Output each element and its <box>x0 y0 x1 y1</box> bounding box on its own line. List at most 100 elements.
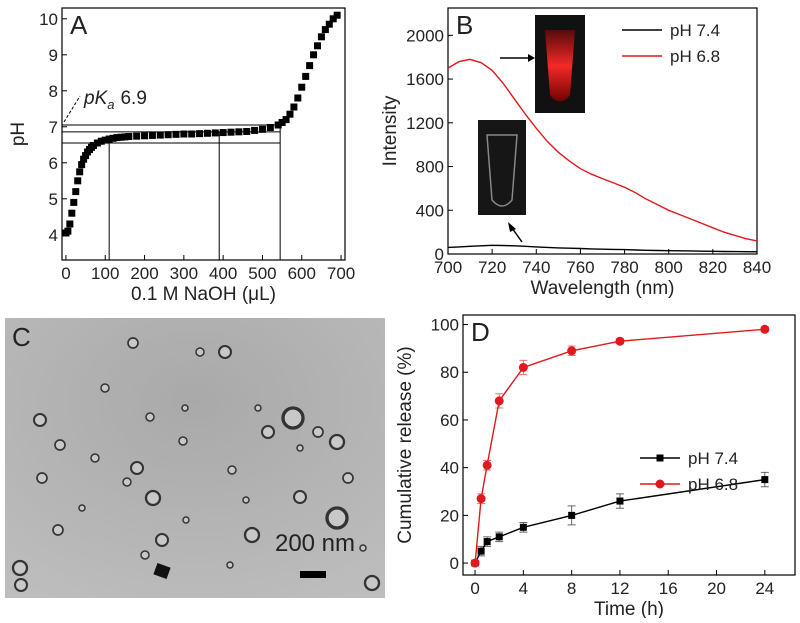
point <box>141 132 149 140</box>
series-line <box>474 328 765 564</box>
particle <box>195 347 205 357</box>
particle <box>155 533 169 547</box>
point <box>310 51 318 59</box>
point <box>286 110 294 118</box>
series-line <box>447 58 758 242</box>
point <box>133 132 141 140</box>
point <box>306 62 314 70</box>
point <box>109 134 117 142</box>
point <box>333 11 341 19</box>
point <box>203 129 211 137</box>
y-axis-label: Intensity <box>380 95 401 166</box>
point <box>70 198 78 206</box>
y-tick-label: 2000 <box>406 26 444 45</box>
x-tick-label: 200 <box>130 264 158 283</box>
panel-label: D <box>471 317 490 347</box>
particle <box>182 516 190 524</box>
particle <box>293 490 307 504</box>
point <box>483 538 491 546</box>
point <box>615 336 625 346</box>
x-tick-label: 100 <box>91 264 119 283</box>
point <box>156 131 164 139</box>
point <box>266 124 274 132</box>
x-tick-label: 4 <box>519 579 528 598</box>
point <box>329 15 337 23</box>
legend-marker <box>656 454 664 462</box>
x-axis-label: Time (h) <box>594 599 664 618</box>
point <box>494 396 504 406</box>
x-tick-label: 24 <box>755 579 774 598</box>
point <box>227 128 235 136</box>
point <box>172 130 180 138</box>
point <box>74 177 82 185</box>
particle <box>54 439 66 451</box>
x-tick-label: 600 <box>288 264 316 283</box>
point <box>66 220 74 228</box>
particle <box>127 337 139 349</box>
x-tick-label: 0 <box>61 264 70 283</box>
point <box>567 346 577 356</box>
point <box>568 511 576 519</box>
tem-background <box>5 318 385 598</box>
point <box>476 494 486 504</box>
y-tick-label: 0 <box>450 554 459 573</box>
inset-photo <box>478 15 585 243</box>
point <box>164 131 172 139</box>
legend-label: pH 7.4 <box>670 21 720 40</box>
legend-label: pH 6.8 <box>670 47 720 66</box>
point <box>760 324 770 334</box>
particle <box>261 425 275 439</box>
particle <box>33 413 47 427</box>
point <box>761 476 769 484</box>
particle <box>14 578 28 592</box>
x-axis-label: Wavelength (nm) <box>531 278 675 299</box>
y-tick-label: 7 <box>49 118 58 137</box>
point <box>72 188 80 196</box>
particle <box>181 404 189 412</box>
y-tick-label: 1200 <box>406 114 444 133</box>
particle <box>78 504 86 512</box>
particle <box>243 526 261 544</box>
particle <box>218 345 232 359</box>
particle <box>36 472 48 484</box>
y-tick-label: 0 <box>435 245 444 264</box>
x-tick-label: 720 <box>478 258 506 277</box>
particle <box>328 433 346 451</box>
x-axis-label: 0.1 M NaOH (μL) <box>131 284 276 305</box>
point <box>121 133 129 141</box>
particle <box>11 559 29 577</box>
series-line <box>447 244 758 253</box>
panel-label: C <box>12 322 31 352</box>
point <box>470 558 480 568</box>
y-axis-label: pH <box>8 122 29 146</box>
point <box>148 131 156 139</box>
point <box>282 116 290 124</box>
particle <box>140 550 150 560</box>
point <box>211 129 219 137</box>
point <box>274 121 282 129</box>
y-tick-label: 4 <box>49 226 58 245</box>
tem-image <box>5 318 385 598</box>
particle <box>145 412 155 422</box>
point <box>219 129 227 137</box>
particle <box>312 426 324 438</box>
y-tick-label: 10 <box>39 10 58 29</box>
point <box>251 126 259 134</box>
particle <box>100 383 110 393</box>
point <box>105 135 113 143</box>
x-tick-label: 400 <box>209 264 237 283</box>
panel-label: B <box>456 10 473 40</box>
point <box>294 94 302 102</box>
x-tick-label: 16 <box>659 579 678 598</box>
point <box>101 136 109 144</box>
y-axis-label: Cumulative release (%) <box>395 346 416 543</box>
x-tick-label: 820 <box>699 258 727 277</box>
y-tick-label: 60 <box>440 411 459 430</box>
annotation: pKa 6.9 <box>83 88 147 112</box>
particle <box>254 404 262 412</box>
point <box>321 26 329 34</box>
x-tick-label: 840 <box>743 258 771 277</box>
point <box>317 33 325 41</box>
point <box>325 20 333 28</box>
